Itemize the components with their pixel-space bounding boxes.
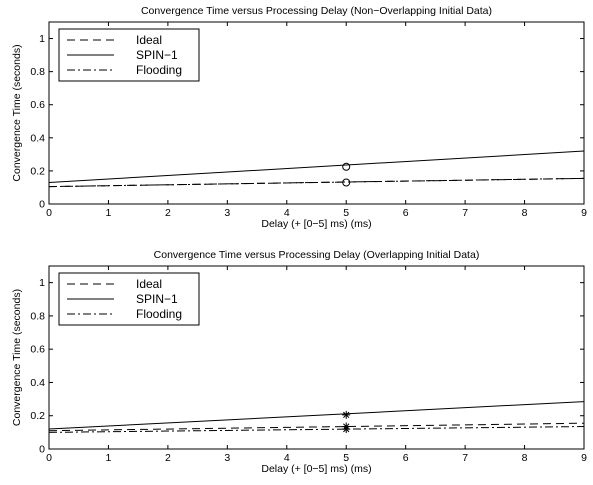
x-tick-label: 0 xyxy=(46,452,52,464)
x-tick-label: 6 xyxy=(403,207,409,219)
circle-marker xyxy=(342,162,351,171)
y-tick-label: 0.4 xyxy=(30,132,45,144)
series-line-ideal xyxy=(48,422,585,432)
chart-1: Convergence Time versus Processing Delay… xyxy=(11,5,587,230)
plot-area xyxy=(48,21,585,205)
asterisk-stroke xyxy=(343,411,350,419)
legend-label: Flooding xyxy=(136,63,182,77)
x-tick-label: 1 xyxy=(106,207,112,219)
plot-area xyxy=(48,265,585,450)
y-axis-label: Convergence Time (seconds) xyxy=(11,289,23,426)
chart-title: Convergence Time versus Processing Delay… xyxy=(141,5,492,17)
y-tick-label: 0 xyxy=(39,444,45,456)
x-tick-label: 9 xyxy=(581,207,587,219)
x-tick-label: 0 xyxy=(46,207,52,219)
legend-label: SPIN−1 xyxy=(136,48,178,62)
series-line-spin-1 xyxy=(48,401,585,430)
y-tick-label: 0.2 xyxy=(30,165,45,177)
x-tick-label: 7 xyxy=(462,452,468,464)
chart-title: Convergence Time versus Processing Delay… xyxy=(154,249,480,261)
asterisk-stroke xyxy=(343,425,350,433)
asterisk-marker xyxy=(342,425,351,434)
x-tick-label: 4 xyxy=(284,452,290,464)
x-tick-label: 2 xyxy=(165,452,171,464)
y-tick-label: 0.8 xyxy=(30,66,45,78)
x-axis-label: Delay (+ [0−5] ms) (ms) xyxy=(261,218,371,230)
asterisk-marker xyxy=(342,410,351,419)
x-tick-label: 5 xyxy=(343,452,349,464)
y-tick-label: 1 xyxy=(39,277,45,289)
chart-2: Convergence Time versus Processing Delay… xyxy=(11,249,587,475)
series-line-flooding xyxy=(48,177,585,188)
x-tick-label: 5 xyxy=(343,207,349,219)
y-tick-label: 0.4 xyxy=(30,377,45,389)
x-tick-label: 2 xyxy=(165,207,171,219)
y-tick-label: 0.2 xyxy=(30,410,45,422)
x-tick-label: 3 xyxy=(224,452,230,464)
y-tick-label: 0.6 xyxy=(30,344,45,356)
legend-label: Ideal xyxy=(136,277,162,291)
x-tick-label: 3 xyxy=(224,207,230,219)
legend-label: Flooding xyxy=(136,307,182,321)
y-tick-label: 0.8 xyxy=(30,310,45,322)
y-tick-label: 1 xyxy=(39,33,45,45)
x-axis-label: Delay (+ [0−5] ms) (ms) xyxy=(261,463,371,475)
y-tick-label: 0.6 xyxy=(30,99,45,111)
series-line-flooding xyxy=(48,426,585,433)
x-tick-label: 8 xyxy=(522,207,528,219)
y-tick-label: 0 xyxy=(39,199,45,211)
x-tick-label: 7 xyxy=(462,207,468,219)
legend-label: Ideal xyxy=(136,33,162,47)
x-tick-label: 9 xyxy=(581,452,587,464)
x-tick-label: 6 xyxy=(403,452,409,464)
x-tick-label: 1 xyxy=(106,452,112,464)
x-tick-label: 8 xyxy=(522,452,528,464)
x-tick-label: 4 xyxy=(284,207,290,219)
circle-marker xyxy=(342,178,351,187)
legend-label: SPIN−1 xyxy=(136,292,178,306)
y-axis-label: Convergence Time (seconds) xyxy=(11,44,23,181)
series-line-spin-1 xyxy=(48,150,585,183)
